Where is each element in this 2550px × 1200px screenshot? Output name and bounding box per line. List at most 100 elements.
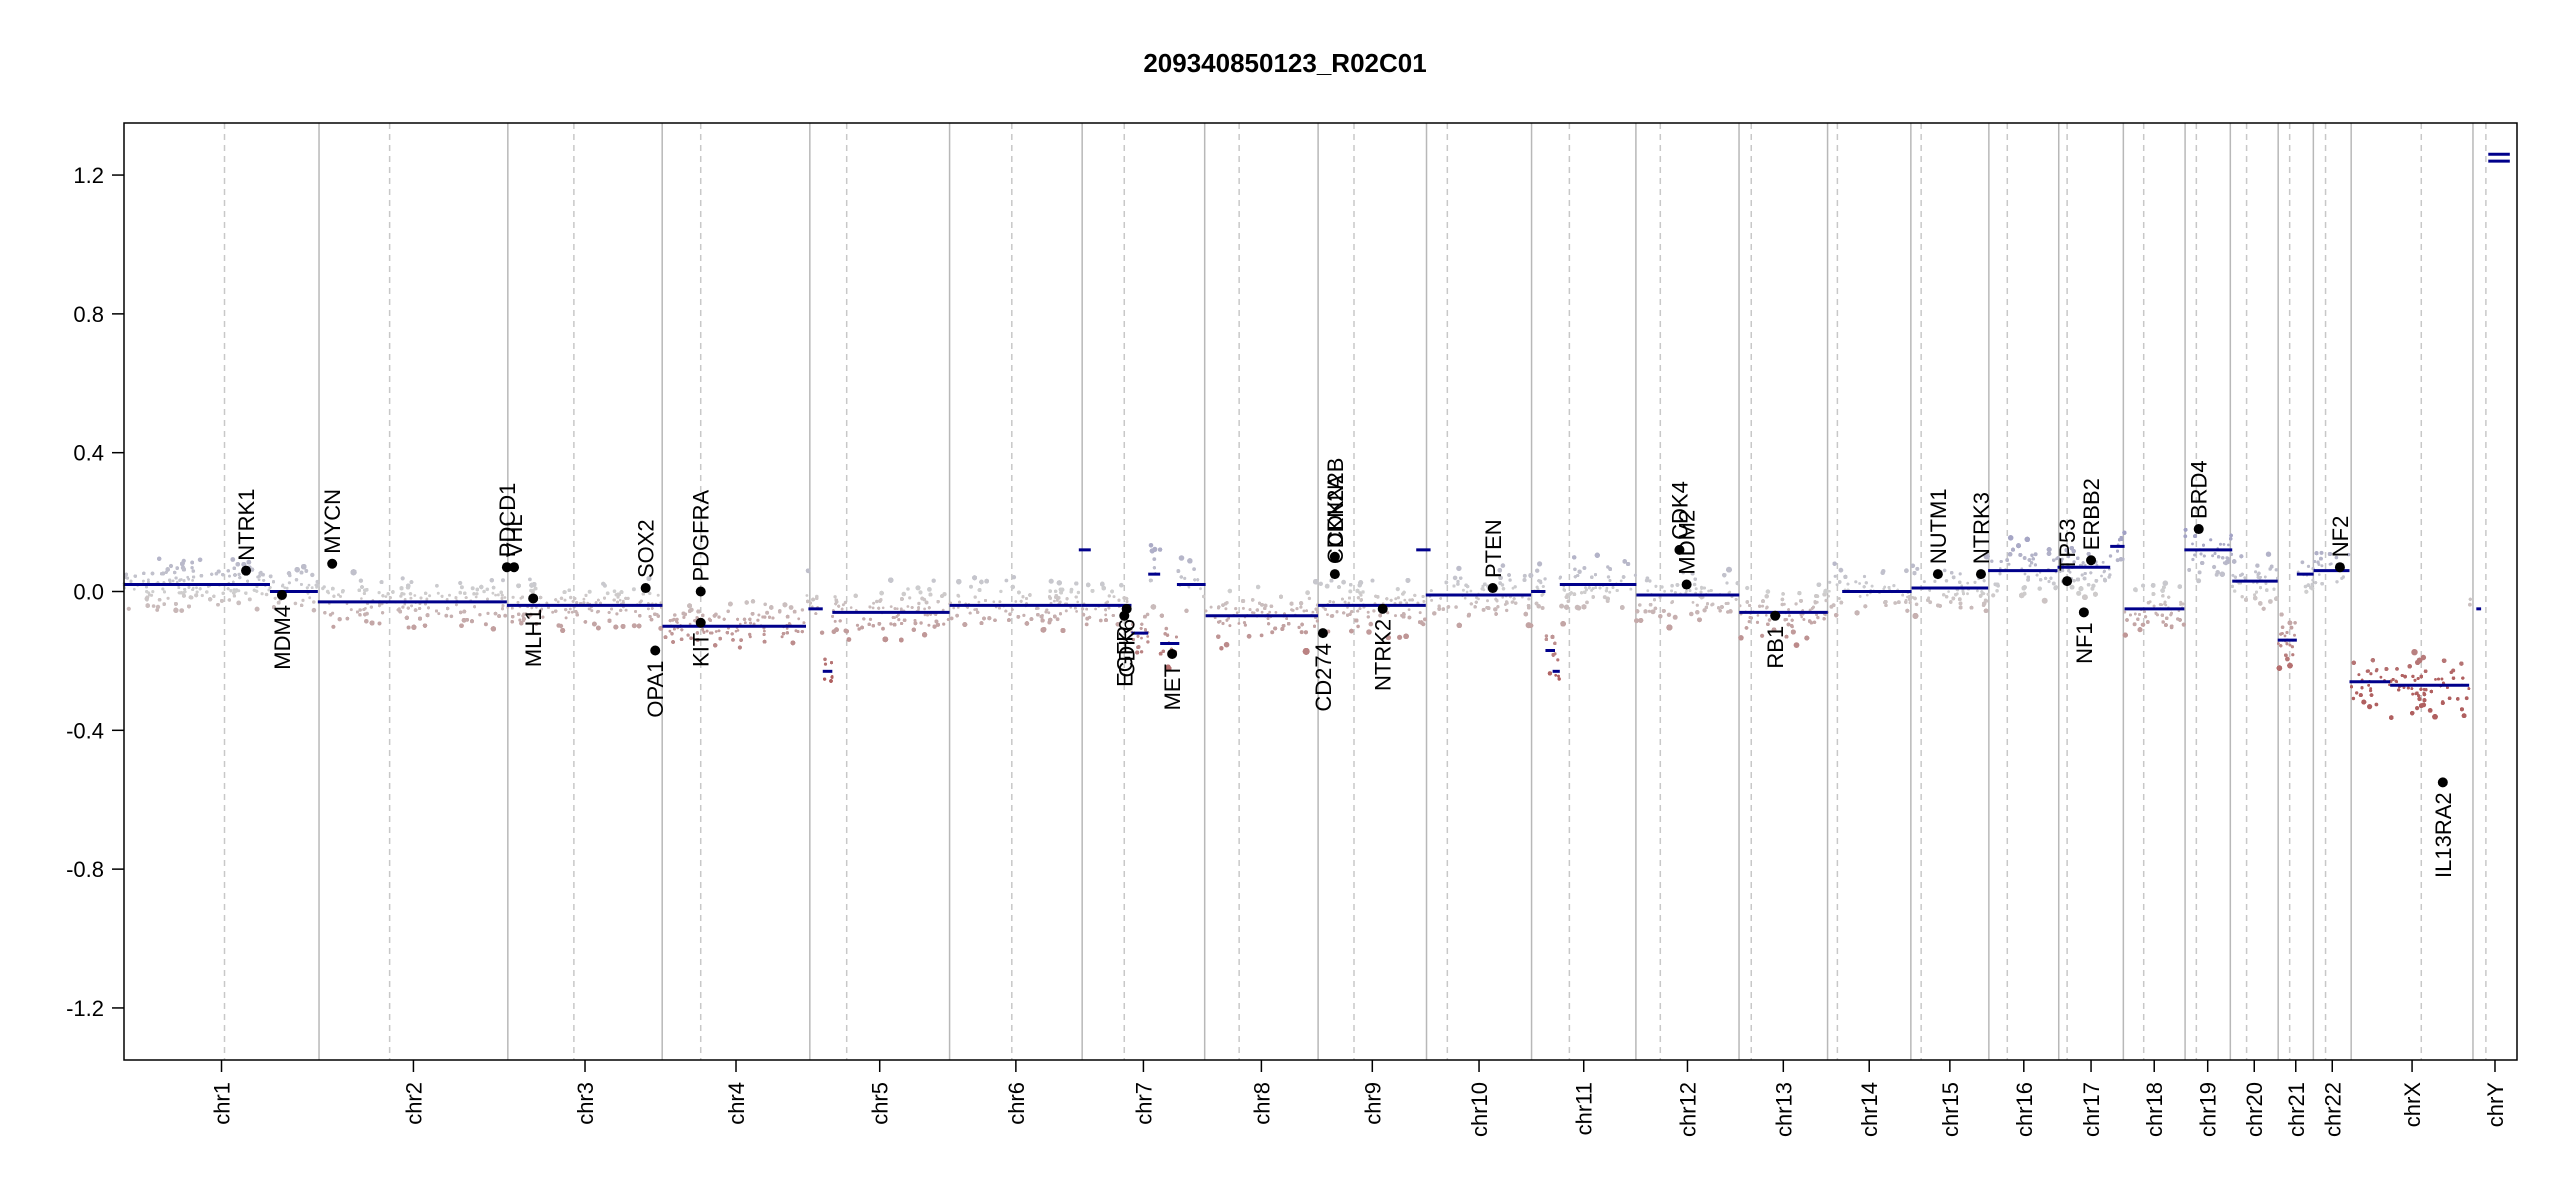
probe-point [2274, 568, 2278, 572]
probe-point [2265, 551, 2272, 557]
probe-point [264, 592, 269, 597]
probe-point [841, 603, 845, 607]
probe-point [1942, 568, 1947, 573]
probe-point [1828, 580, 1832, 584]
probe-point [2420, 654, 2427, 661]
probe-point [881, 606, 885, 610]
probe-point [1858, 582, 1861, 585]
probe-point [1295, 607, 1299, 611]
probe-point [1602, 595, 1607, 600]
probe-point [2028, 564, 2032, 568]
probe-point [358, 578, 364, 583]
probe-point [1366, 629, 1372, 635]
probe-point [1221, 621, 1225, 626]
probe-point [1958, 601, 1963, 606]
probe-point [307, 583, 311, 587]
probe-point [656, 593, 660, 597]
probe-point [1469, 589, 1473, 593]
probe-point [2417, 696, 2422, 702]
probe-point [855, 623, 860, 627]
probe-point [714, 630, 718, 633]
probe-point [501, 578, 505, 583]
probe-point [2291, 653, 2295, 657]
probe-point [1544, 634, 1549, 638]
probe-point [1407, 608, 1411, 611]
probe-point [1146, 635, 1150, 638]
probe-point [132, 587, 136, 591]
probe-point [2243, 576, 2247, 579]
probe-point [956, 593, 960, 598]
probe-point [918, 590, 923, 595]
probe-point [126, 606, 131, 611]
probe-point [230, 557, 236, 562]
probe-point [612, 589, 617, 593]
probe-point [1243, 623, 1247, 627]
probe-point [2209, 538, 2213, 542]
probe-point [183, 590, 187, 594]
probe-point [2293, 633, 2296, 637]
probe-point [2183, 534, 2188, 539]
probe-point [1259, 633, 1264, 638]
probe-point [2379, 675, 2383, 679]
probe-point [872, 601, 876, 605]
probe-point [437, 612, 441, 616]
probe-point [1606, 575, 1611, 579]
probe-point [176, 580, 179, 584]
probe-point [1047, 611, 1051, 615]
probe-point [897, 618, 901, 622]
probe-point [1910, 563, 1916, 569]
probe-point [518, 618, 522, 622]
probe-point [1947, 590, 1950, 593]
probe-point [2076, 590, 2082, 596]
probe-point [2415, 706, 2420, 711]
probe-point [765, 610, 770, 615]
probe-point [168, 563, 174, 569]
probe-point [1707, 589, 1710, 593]
probe-point [1556, 658, 1560, 662]
probe-point [1554, 673, 1558, 677]
probe-point [800, 608, 805, 612]
probe-point [1508, 578, 1512, 582]
probe-point [1644, 578, 1649, 583]
probe-point [2254, 570, 2258, 574]
probe-point [1348, 589, 1353, 594]
probe-point [1326, 613, 1329, 616]
probe-point [1486, 599, 1489, 603]
probe-point [1800, 615, 1803, 619]
probe-point [283, 586, 287, 589]
probe-point [2084, 563, 2087, 567]
probe-point [1505, 608, 1509, 613]
probe-point [151, 590, 155, 594]
probe-point [739, 622, 742, 626]
probe-point [615, 612, 619, 616]
probe-point [570, 610, 574, 614]
probe-point [1022, 613, 1026, 618]
probe-point [1403, 598, 1407, 602]
probe-point [337, 593, 340, 597]
probe-point [482, 589, 486, 594]
probe-point [797, 617, 801, 621]
probe-point [1055, 617, 1060, 622]
probe-point [1584, 586, 1587, 590]
probe-point [1761, 604, 1765, 608]
probe-point [586, 601, 589, 605]
probe-point [1966, 581, 1970, 585]
probe-point [1318, 581, 1324, 586]
probe-point [973, 595, 977, 599]
probe-point [901, 591, 907, 597]
probe-point [1793, 642, 1800, 648]
probe-point [2191, 557, 2195, 562]
probe-point [191, 569, 196, 573]
probe-point [2181, 622, 2186, 627]
probe-point [846, 637, 852, 642]
probe-point [1557, 674, 1560, 678]
probe-point [1711, 602, 1715, 606]
probe-point [312, 600, 316, 604]
probe-point [1224, 607, 1228, 611]
probe-point [1692, 582, 1697, 587]
probe-point [631, 623, 637, 629]
probe-point [763, 602, 767, 607]
probe-point [785, 627, 789, 630]
probe-point [1209, 605, 1213, 609]
probe-point [1765, 614, 1768, 617]
